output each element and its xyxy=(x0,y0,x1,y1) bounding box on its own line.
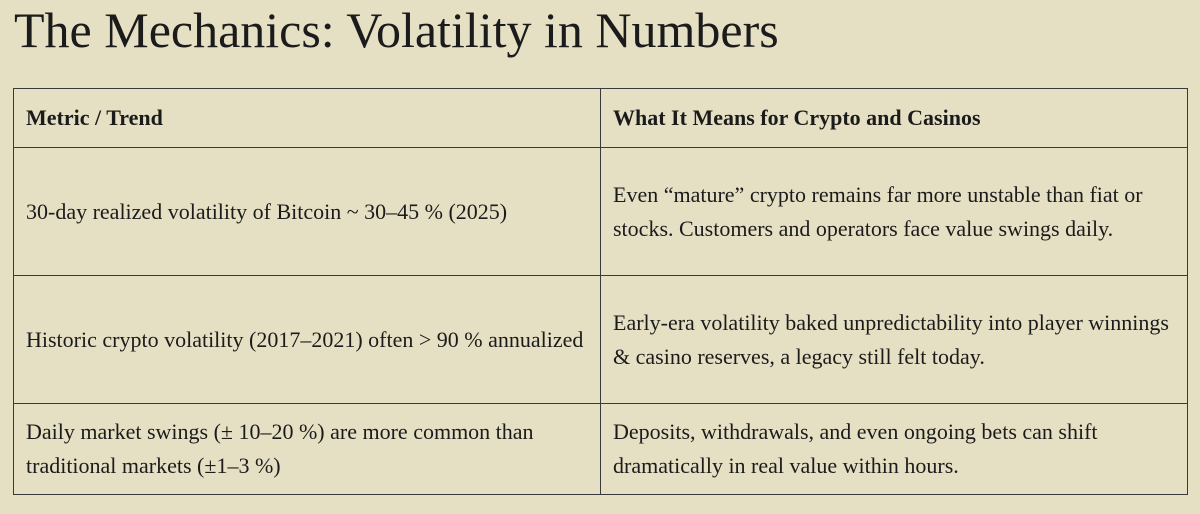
column-header: What It Means for Crypto and Casinos xyxy=(600,88,1188,148)
header-row: Metric / Trend What It Means for Crypto … xyxy=(13,88,1188,148)
table-row: Historic crypto volatility (2017–2021) o… xyxy=(13,275,1188,404)
table-cell: Daily market swings (± 10–20 %) are more… xyxy=(13,403,601,495)
table-row: Daily market swings (± 10–20 %) are more… xyxy=(13,403,1188,495)
table-cell: Deposits, withdrawals, and even ongoing … xyxy=(600,403,1188,495)
table-cell: Historic crypto volatility (2017–2021) o… xyxy=(13,275,601,404)
page-title: The Mechanics: Volatility in Numbers xyxy=(14,2,779,58)
table-cell: Early-era volatility baked unpredictabil… xyxy=(600,275,1188,404)
data-table: Metric / Trend What It Means for Crypto … xyxy=(13,88,1188,495)
table-row: 30-day realized volatility of Bitcoin ~ … xyxy=(13,147,1188,276)
table-body: 30-day realized volatility of Bitcoin ~ … xyxy=(13,147,1188,495)
column-header: Metric / Trend xyxy=(13,88,601,148)
table-cell: 30-day realized volatility of Bitcoin ~ … xyxy=(13,147,601,276)
table-cell: Even “mature” crypto remains far more un… xyxy=(600,147,1188,276)
